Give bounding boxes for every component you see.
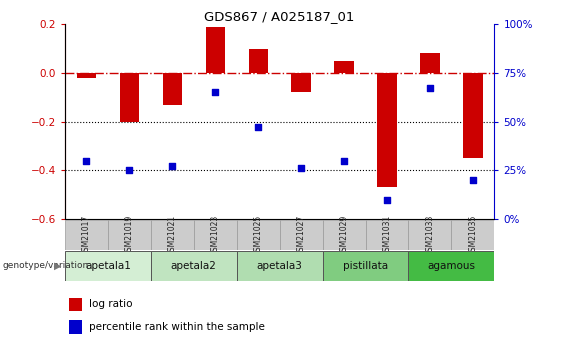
Bar [206,27,225,73]
Bar [249,49,268,73]
Bar [463,73,483,158]
Text: GSM21035: GSM21035 [468,214,477,256]
Text: ▶: ▶ [54,261,61,271]
Text: agamous: agamous [428,261,475,271]
Title: GDS867 / A025187_01: GDS867 / A025187_01 [205,10,355,23]
Bar [280,220,323,250]
Text: percentile rank within the sample: percentile rank within the sample [89,322,264,332]
Text: GSM21023: GSM21023 [211,214,220,256]
Bar [151,251,237,281]
Text: apetala3: apetala3 [257,261,303,271]
Bar [65,220,108,250]
Point [425,86,434,91]
Bar [237,251,323,281]
Text: GSM21029: GSM21029 [340,214,349,256]
Bar [451,220,494,250]
Text: GSM21027: GSM21027 [297,214,306,256]
Bar [120,73,139,122]
Bar [292,73,311,92]
Point [125,168,134,173]
Text: log ratio: log ratio [89,299,132,309]
Text: GSM21031: GSM21031 [383,214,392,256]
Text: apetala2: apetala2 [171,261,217,271]
Bar [194,220,237,250]
Bar [69,298,82,311]
Text: GSM21019: GSM21019 [125,214,134,256]
Point [297,166,306,171]
Point [168,164,177,169]
Point [468,177,477,183]
Point [340,158,349,164]
Bar [163,73,182,105]
Bar [77,73,96,78]
Bar [366,220,408,250]
Text: GSM21033: GSM21033 [425,214,434,256]
Point [383,197,392,202]
Point [254,125,263,130]
Bar [237,220,280,250]
Bar [377,73,397,187]
Bar [108,220,151,250]
Bar [334,61,354,73]
Text: GSM21017: GSM21017 [82,214,91,256]
Bar [65,251,151,281]
Bar [323,220,366,250]
Text: apetala1: apetala1 [85,261,131,271]
Bar [151,220,194,250]
Text: GSM21025: GSM21025 [254,214,263,256]
Bar [420,53,440,73]
Text: GSM21021: GSM21021 [168,214,177,256]
Text: pistillata: pistillata [343,261,388,271]
Bar [408,251,494,281]
Bar [323,251,408,281]
Point [211,90,220,95]
Bar [408,220,451,250]
Point [82,158,91,164]
Text: genotype/variation: genotype/variation [3,262,89,270]
Bar [69,320,82,334]
